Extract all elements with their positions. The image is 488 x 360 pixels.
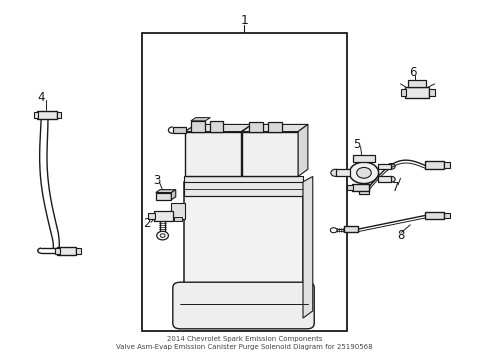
- Bar: [249, 122, 263, 132]
- Bar: [57, 112, 61, 118]
- Bar: [148, 213, 155, 220]
- Text: 5: 5: [352, 138, 360, 150]
- Bar: [190, 121, 205, 132]
- Text: 6: 6: [408, 66, 416, 79]
- Bar: [377, 176, 390, 182]
- Bar: [242, 132, 298, 176]
- Circle shape: [61, 249, 65, 253]
- Circle shape: [160, 234, 164, 237]
- Bar: [154, 211, 172, 221]
- Bar: [183, 176, 303, 196]
- Text: 1: 1: [240, 14, 248, 27]
- Bar: [184, 132, 241, 176]
- Bar: [346, 185, 352, 190]
- Circle shape: [38, 112, 48, 119]
- Text: 7: 7: [391, 181, 399, 194]
- Bar: [335, 169, 349, 176]
- Bar: [57, 247, 76, 255]
- Circle shape: [330, 228, 336, 233]
- Bar: [351, 184, 368, 191]
- Bar: [174, 217, 182, 221]
- Bar: [37, 111, 57, 119]
- Polygon shape: [190, 118, 210, 121]
- Bar: [34, 112, 38, 118]
- Bar: [444, 213, 449, 219]
- Circle shape: [386, 163, 394, 169]
- Bar: [267, 122, 281, 132]
- Text: 8: 8: [396, 229, 404, 242]
- Circle shape: [413, 82, 419, 86]
- Bar: [358, 184, 368, 194]
- Text: 2: 2: [143, 217, 150, 230]
- Bar: [428, 89, 434, 96]
- Bar: [400, 89, 406, 96]
- Bar: [171, 203, 184, 220]
- Bar: [172, 127, 186, 134]
- Polygon shape: [156, 193, 171, 200]
- Polygon shape: [242, 125, 307, 132]
- Circle shape: [356, 167, 370, 178]
- Circle shape: [330, 169, 340, 176]
- Polygon shape: [303, 176, 312, 318]
- Circle shape: [58, 248, 68, 255]
- Circle shape: [157, 231, 168, 240]
- Bar: [424, 212, 444, 220]
- Bar: [444, 162, 449, 168]
- Bar: [407, 80, 426, 87]
- Bar: [377, 163, 390, 169]
- Bar: [405, 87, 428, 98]
- Text: 3: 3: [153, 174, 160, 186]
- Circle shape: [41, 113, 45, 117]
- Circle shape: [348, 162, 378, 184]
- Bar: [142, 33, 346, 330]
- Polygon shape: [184, 125, 251, 132]
- Bar: [352, 155, 374, 162]
- FancyBboxPatch shape: [172, 282, 314, 329]
- Bar: [424, 161, 444, 169]
- Polygon shape: [298, 125, 307, 176]
- Bar: [55, 248, 60, 254]
- Polygon shape: [171, 190, 175, 200]
- Bar: [183, 182, 303, 318]
- Bar: [344, 226, 357, 232]
- Text: 2014 Chevrolet Spark Emission Components
Valve Asm-Evap Emission Canister Purge : 2014 Chevrolet Spark Emission Components…: [116, 336, 372, 350]
- Bar: [76, 248, 81, 254]
- Polygon shape: [156, 190, 175, 193]
- Text: 4: 4: [37, 91, 44, 104]
- Circle shape: [386, 176, 394, 182]
- Bar: [210, 121, 222, 132]
